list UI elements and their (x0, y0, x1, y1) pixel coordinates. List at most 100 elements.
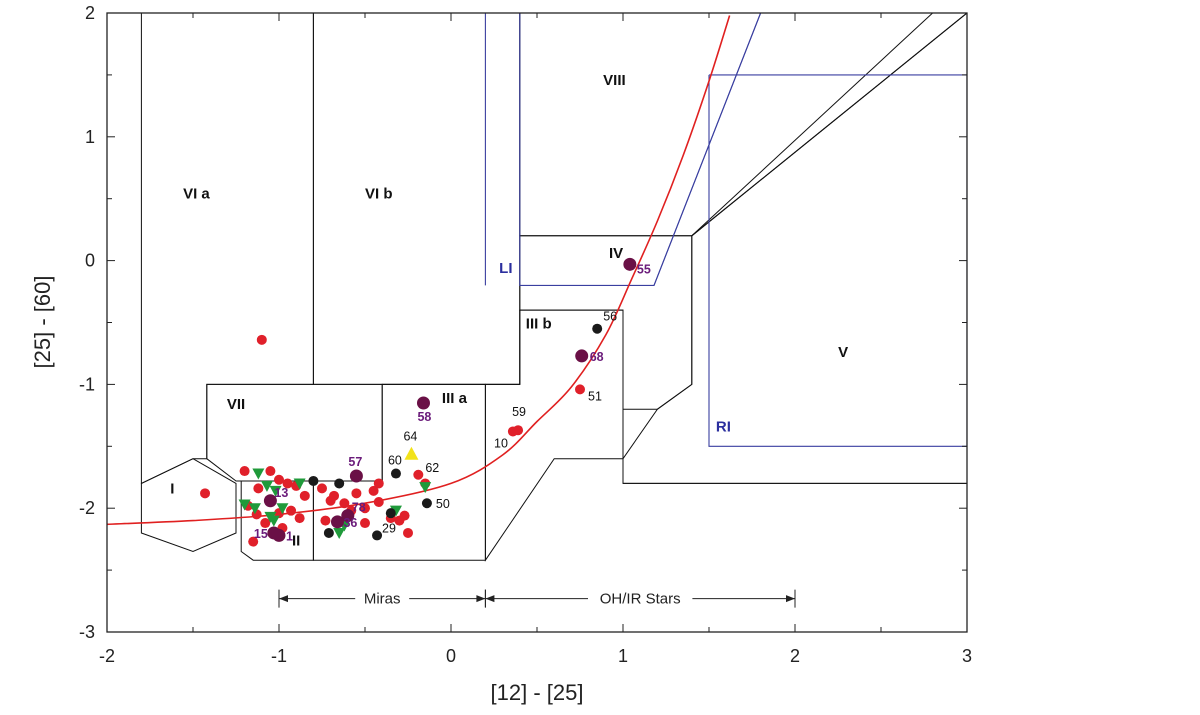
region-iiib-boundary (484, 309, 624, 562)
region-vib-boundary (312, 13, 521, 385)
red-point (575, 384, 585, 395)
blue-diagonal-line (653, 13, 762, 286)
range-oh-ir-stars-label: OH/IR Stars (600, 591, 681, 608)
red-point (274, 474, 284, 485)
purple-point-label: 58 (417, 410, 431, 424)
y-tick-label: -3 (79, 622, 95, 642)
green-triangle-point (419, 482, 432, 494)
purple-point (341, 509, 355, 523)
range-oh-ir-stars-arrow-right (786, 595, 795, 603)
region-label-v: V (838, 344, 848, 361)
red-point (299, 490, 310, 501)
region-divider-line (691, 13, 933, 237)
purple-point-label: 55 (637, 262, 651, 276)
purple-point-label: 15 (254, 527, 268, 541)
red-point-label: 62 (425, 461, 439, 475)
black-point (308, 475, 319, 486)
red-point (248, 536, 259, 547)
purple-point-label: 78 (352, 501, 366, 515)
region-divider-line (691, 13, 967, 237)
yellow-triangle-point (404, 446, 419, 460)
purple-point-label: 36 (343, 516, 357, 530)
black-point (390, 468, 401, 479)
green-triangle-point (389, 505, 402, 517)
region-viii-boundary (519, 13, 967, 237)
x-tick-label: -2 (99, 646, 115, 666)
red-point (513, 425, 524, 436)
purple-point-label: 13 (274, 486, 288, 500)
red-point (265, 466, 276, 477)
green-triangle-point (267, 515, 280, 527)
yellow-point-label: 64 (403, 430, 417, 444)
x-tick-label: 3 (962, 646, 972, 666)
purple-point (623, 257, 637, 271)
green-triangle-point (269, 485, 282, 497)
x-axis-title: [12] - [25] (491, 680, 584, 705)
green-triangle-point (252, 468, 265, 480)
red-point (351, 488, 362, 499)
blue-region-label-li: LI (499, 260, 512, 277)
black-point (372, 530, 383, 541)
data-points (200, 257, 637, 547)
red-point (360, 503, 370, 514)
x-tick-label: -1 (271, 646, 287, 666)
region-boundaries (140, 13, 967, 562)
region-label-vib: VI b (365, 186, 393, 203)
range-miras-arrow-left (279, 595, 288, 603)
region-label-ii: II (292, 532, 300, 549)
range-miras-label: Miras (364, 591, 401, 608)
region-label-via: VI a (183, 186, 210, 203)
red-point (294, 513, 305, 524)
y-tick-label: 2 (85, 3, 95, 23)
black-point (334, 478, 345, 489)
black-point (421, 498, 432, 509)
red-point (360, 518, 370, 529)
region-i-boundary (140, 458, 237, 553)
green-triangle-point (276, 503, 289, 515)
red-point-label: 59 (512, 405, 526, 419)
black-point (592, 323, 603, 334)
purple-point (416, 396, 430, 410)
red-point (317, 483, 327, 494)
red-point (200, 488, 211, 499)
red-point (253, 483, 264, 494)
region-label-iiia: III a (442, 390, 468, 407)
red-point (282, 478, 293, 489)
green-triangle-point (293, 478, 306, 490)
red-point-label: 51 (588, 389, 602, 403)
purple-point (349, 469, 363, 483)
purple-point-label: 68 (590, 350, 604, 364)
purple-point-label: 1 (286, 529, 293, 543)
red-point (256, 334, 267, 345)
black-point-label: 56 (603, 310, 617, 324)
blue-region-boundaries (484, 13, 967, 447)
red-point-label: 10 (494, 436, 508, 450)
green-triangle-point (333, 527, 346, 539)
red-point (373, 497, 384, 508)
red-point (325, 495, 336, 506)
purple-point (267, 526, 281, 540)
black-point (385, 508, 396, 519)
purple-point-label: 57 (348, 455, 362, 469)
y-tick-label: 1 (85, 127, 95, 147)
blue-region-label-ri: RI (716, 418, 731, 435)
y-axis-title: [25] - [60] (30, 276, 55, 369)
x-tick-label: 0 (446, 646, 456, 666)
green-triangle-point (260, 480, 273, 492)
red-point (403, 527, 413, 538)
y-tick-label: -1 (79, 374, 95, 394)
region-label-iv: IV (609, 245, 623, 262)
y-tick-label: -2 (79, 498, 95, 518)
red-point (413, 469, 424, 480)
red-point (239, 466, 250, 477)
region-v-boundary (622, 13, 967, 484)
range-oh-ir-stars-arrow-left (485, 595, 495, 603)
red-point (373, 478, 384, 489)
x-tick-label: 2 (790, 646, 800, 666)
purple-point (575, 349, 589, 363)
purple-point (330, 515, 344, 529)
blue-region-ri-boundary (708, 74, 967, 447)
purple-point (263, 494, 277, 508)
region-label-i: I (170, 480, 174, 497)
